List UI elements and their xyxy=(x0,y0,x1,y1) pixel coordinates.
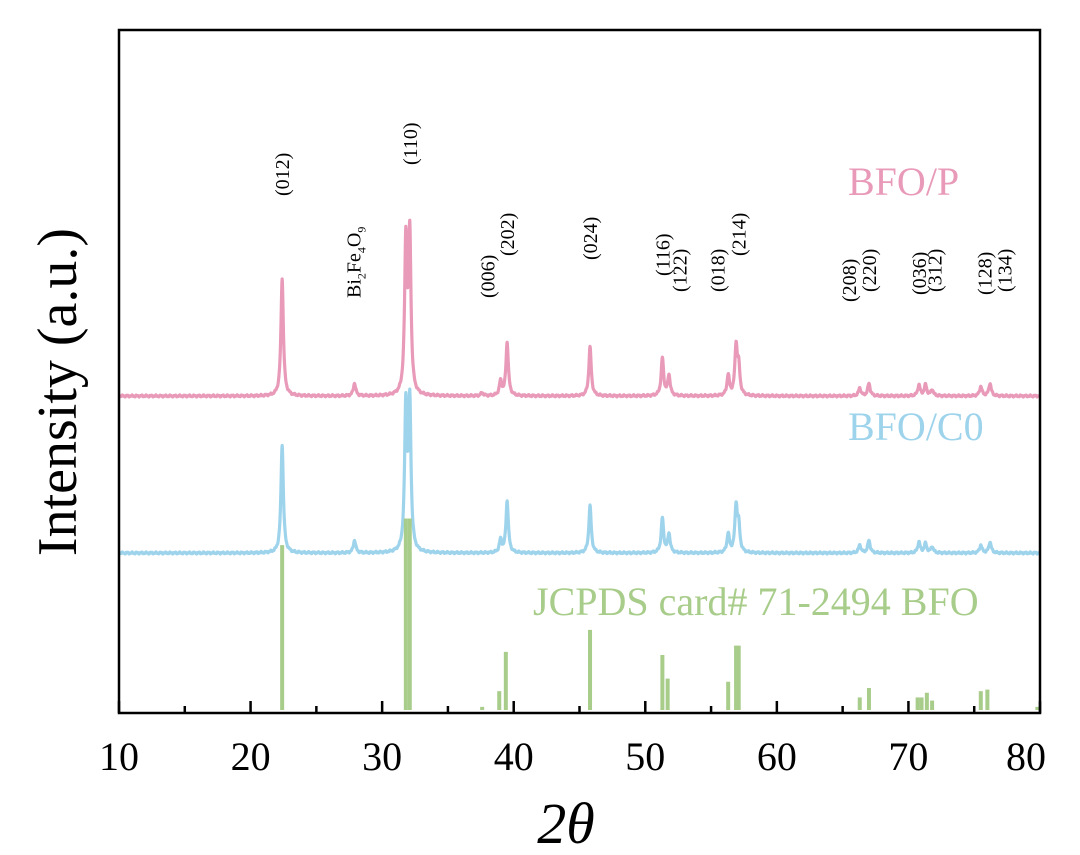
x-axis-title: 2θ xyxy=(537,791,595,855)
peak-annotation: (024) xyxy=(580,217,602,260)
peak-annotation: (220) xyxy=(859,249,881,292)
peak-annotation: (036) xyxy=(909,252,931,295)
x-tick-label: 70 xyxy=(888,734,928,779)
x-axis-ticks xyxy=(117,701,1042,713)
reference-label: JCPDS card# 71-2494 BFO xyxy=(533,579,979,624)
series-line xyxy=(117,387,1042,556)
plot-area xyxy=(117,218,1042,710)
peak-annotation: (208) xyxy=(839,259,861,302)
y-axis-title: Intensity (a.u.) xyxy=(27,228,89,556)
series-line xyxy=(117,218,1042,399)
x-tick-label: 40 xyxy=(494,734,534,779)
series-label-bfo-c0: BFO/C0 xyxy=(848,404,984,449)
impurity-annotation: Bi2Fe4O9 xyxy=(344,227,369,298)
x-tick-label: 30 xyxy=(362,734,402,779)
peak-annotation: (128) xyxy=(975,252,997,295)
peak-annotation: (116) xyxy=(652,233,674,276)
peak-annotations: (012) (110) (006)(202) (024) (116)(122) (018)… xyxy=(272,122,1016,302)
peak-annotation: (110) xyxy=(400,122,422,165)
peak-annotation: (202) xyxy=(497,213,519,256)
peak-annotation: (122) xyxy=(670,249,692,292)
peak-annotation: (006) xyxy=(477,255,499,298)
x-tick-label: 80 xyxy=(1006,734,1046,779)
reference-bars xyxy=(280,518,1040,710)
peak-annotation: (312) xyxy=(925,249,947,292)
x-tick-label: 20 xyxy=(231,734,271,779)
peak-annotation: (018) xyxy=(708,249,730,292)
peak-annotation: (214) xyxy=(729,213,751,256)
peak-annotation: (134) xyxy=(995,249,1017,292)
peak-annotation: (012) xyxy=(272,153,294,196)
x-tick-label: 60 xyxy=(757,734,797,779)
x-tick-label: 50 xyxy=(625,734,665,779)
series-label-bfo-p: BFO/P xyxy=(848,159,959,204)
series-bfo-c0 xyxy=(117,387,1042,556)
x-tick-label: 10 xyxy=(99,734,139,779)
x-axis-tick-labels: 10 20 30 40 50 60 70 80 xyxy=(99,734,1046,779)
series-bfo-p xyxy=(117,218,1042,399)
